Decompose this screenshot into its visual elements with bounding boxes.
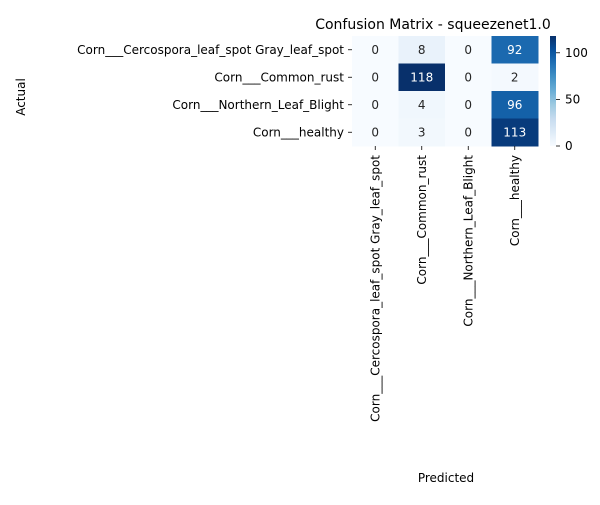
heatmap-cell	[445, 91, 492, 119]
y-tick-labels: Corn___Cercospora_leaf_spot Gray_leaf_sp…	[77, 43, 352, 139]
heatmap-cell	[491, 63, 539, 92]
colorbar-tick-label: 100	[565, 46, 588, 60]
cell-value-label: 113	[503, 125, 526, 139]
x-axis-label: Predicted	[418, 471, 474, 485]
cell-value-label: 2	[511, 70, 519, 84]
heatmap-cell	[352, 118, 399, 147]
cell-value-label: 96	[507, 98, 522, 112]
x-tick-labels: Corn___Cercospora_leaf_spot Gray_leaf_sp…	[368, 146, 522, 422]
heatmap-cell	[491, 118, 539, 147]
cell-value-label: 3	[418, 125, 426, 139]
x-tick-label: Corn___healthy	[508, 155, 522, 246]
x-tick-label: Corn___Common_rust	[415, 155, 429, 285]
colorbar-gradient	[550, 36, 556, 146]
cell-value-label: 0	[371, 43, 379, 57]
heatmap-cell	[352, 91, 399, 119]
cell-value-label: 8	[418, 43, 426, 57]
heatmap-cell	[352, 63, 399, 92]
heatmap-cell	[491, 36, 539, 64]
heatmap-cell	[445, 63, 492, 92]
cell-value-label: 0	[464, 125, 472, 139]
heatmap-cell	[445, 118, 492, 147]
cell-value-label: 92	[507, 43, 522, 57]
chart-title: Confusion Matrix - squeezenet1.0	[315, 17, 551, 33]
x-tick-label: Corn___Cercospora_leaf_spot Gray_leaf_sp…	[368, 155, 382, 422]
cell-value-label: 0	[464, 70, 472, 84]
heatmap-cell	[398, 118, 446, 147]
cell-value-label: 0	[464, 43, 472, 57]
heatmap-cell	[445, 36, 492, 64]
cell-value-label: 4	[418, 98, 426, 112]
x-tick-label: Corn___Northern_Leaf_Blight	[461, 155, 475, 327]
y-tick-label: Corn___Common_rust	[214, 70, 344, 84]
y-tick-label: Corn___Northern_Leaf_Blight	[172, 98, 344, 112]
cell-value-label: 0	[371, 70, 379, 84]
cell-value-label: 0	[371, 98, 379, 112]
heatmap-cell	[398, 91, 446, 119]
y-axis-label: Actual	[14, 78, 28, 116]
colorbar: 0 50 100	[550, 36, 588, 153]
colorbar-tick-label: 0	[565, 139, 573, 153]
y-tick-label: Corn___healthy	[253, 125, 344, 139]
colorbar-tick-label: 50	[565, 92, 580, 106]
cell-value-label: 0	[371, 125, 379, 139]
y-tick-label: Corn___Cercospora_leaf_spot Gray_leaf_sp…	[77, 43, 344, 57]
heatmap-cell	[491, 91, 539, 119]
heatmap-cells: 0 8 0 92 0 118 0 2 0 4 0 96 0 3 0 113	[352, 36, 539, 147]
heatmap-cell	[398, 63, 446, 92]
cell-value-label: 0	[464, 98, 472, 112]
cell-value-label: 118	[410, 70, 433, 84]
heatmap-cell	[398, 36, 446, 64]
heatmap-cell	[352, 36, 399, 64]
